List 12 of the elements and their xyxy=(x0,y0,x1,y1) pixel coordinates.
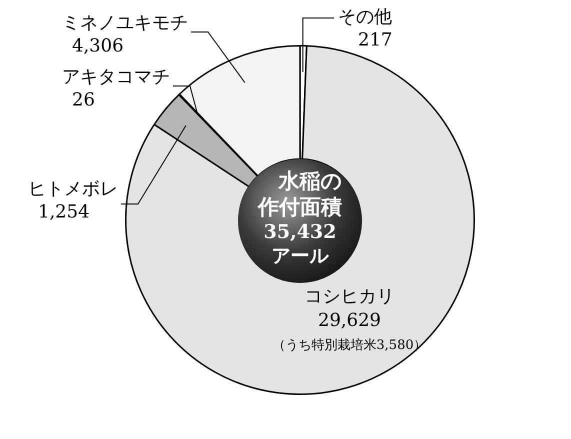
slice-label: ミネノユキモチ xyxy=(62,12,188,34)
data-label: 1,254 xyxy=(38,202,90,223)
slice-label: ヒトメボレ xyxy=(28,178,118,200)
slice-label: アキタコマチ xyxy=(62,66,170,88)
text: 35,432 アール xyxy=(262,220,338,268)
data-label: 4,306 xyxy=(72,36,124,57)
slice-label: コシヒカリ xyxy=(304,286,395,308)
slice-label: その他 xyxy=(338,6,392,28)
text: 水稲の作付面積 xyxy=(256,168,344,220)
data-label: 26 xyxy=(72,90,95,111)
data-label: 217 xyxy=(358,30,392,51)
data-label: 29,629 xyxy=(318,310,381,332)
